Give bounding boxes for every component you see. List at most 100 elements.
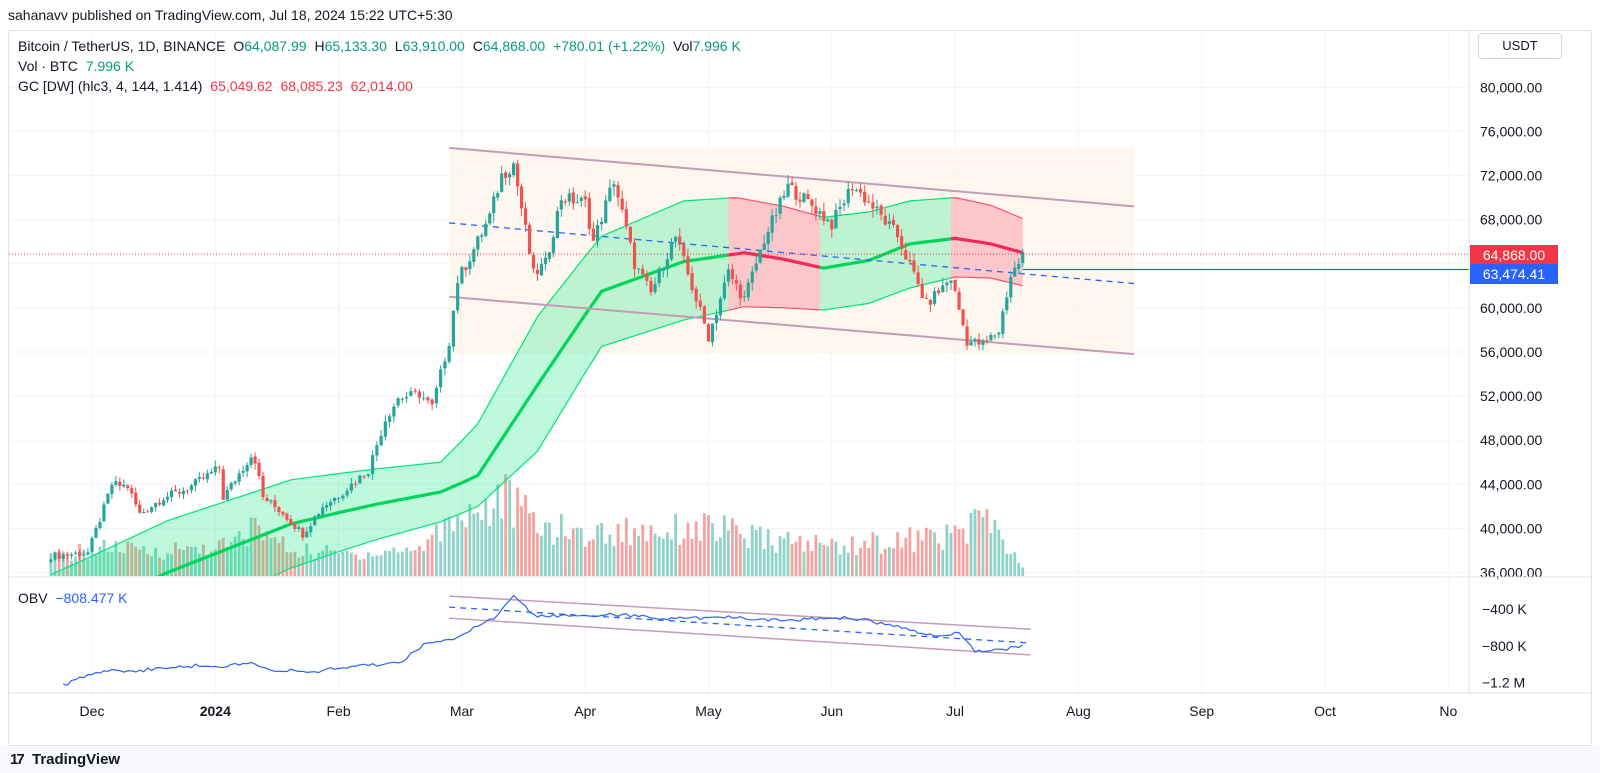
- candle-body: [114, 481, 118, 485]
- volume-bar: [846, 552, 850, 576]
- volume-bar: [657, 536, 661, 576]
- volume-bar: [126, 541, 130, 576]
- candle-body: [69, 554, 74, 556]
- candle-body: [413, 390, 417, 392]
- volume-bar: [674, 513, 678, 576]
- open-value: 64,087.99: [244, 38, 307, 54]
- volume-bar: [209, 551, 213, 576]
- candle-body: [333, 498, 337, 502]
- volume-bar: [358, 559, 362, 576]
- candle-body: [358, 475, 362, 484]
- gc-legend-label: GC [DW] (hlc3, 4, 144, 1.414): [18, 78, 203, 94]
- volume-bar: [544, 522, 547, 576]
- volume-bar: [488, 525, 492, 576]
- candle-body: [941, 285, 945, 293]
- candle-body: [161, 500, 166, 506]
- gc-upper-edge: [50, 197, 729, 576]
- candle-body: [628, 226, 633, 243]
- volume-bar: [65, 552, 69, 576]
- candle-body: [924, 298, 928, 300]
- candle-body: [702, 306, 706, 324]
- candle-body: [674, 236, 678, 242]
- volume-bar: [122, 553, 126, 576]
- candle-body: [451, 310, 455, 347]
- volume-bar: [366, 552, 370, 576]
- candle-body: [742, 296, 746, 298]
- candle-body: [750, 271, 754, 283]
- candle-body: [464, 267, 468, 271]
- volume-bar: [682, 538, 686, 576]
- currency-unit-button[interactable]: USDT: [1478, 33, 1562, 59]
- volume-bar: [908, 527, 912, 576]
- candle-body: [265, 497, 269, 502]
- volume-bar: [993, 519, 997, 576]
- candle-body: [337, 498, 341, 500]
- candle-body: [185, 490, 190, 492]
- candle-body: [78, 552, 82, 556]
- candle-body: [657, 268, 661, 284]
- candle-body: [1013, 267, 1017, 277]
- candle-body: [146, 511, 150, 513]
- tradingview-logo[interactable]: 17 TradingView: [10, 751, 120, 768]
- volume-bar: [532, 512, 535, 576]
- volume-bar: [413, 550, 417, 576]
- volume-bar: [758, 526, 762, 576]
- price-tick-label: 40,000.00: [1480, 520, 1542, 536]
- candle-body: [694, 288, 698, 302]
- candle-body: [762, 243, 766, 251]
- volume-bar: [540, 535, 543, 576]
- candle-body: [937, 290, 941, 293]
- candle-body: [535, 269, 540, 274]
- candle-body: [774, 215, 778, 217]
- candle-body: [632, 242, 637, 270]
- volume-bar: [345, 550, 349, 576]
- candle-body: [531, 255, 536, 269]
- candle-body: [850, 188, 854, 191]
- candle-body: [551, 237, 555, 253]
- volume-bar: [920, 540, 924, 576]
- candle-body: [345, 490, 349, 496]
- footer-bar: 17 TradingView: [0, 746, 1600, 773]
- time-tick-label: 2024: [200, 703, 231, 719]
- candle-body: [430, 399, 434, 405]
- volume-bar: [850, 536, 854, 576]
- volume-bar: [818, 542, 822, 576]
- volume-bar: [409, 551, 413, 576]
- volume-bar: [698, 540, 702, 576]
- volume-bar: [726, 530, 730, 576]
- time-tick-label: Jun: [821, 703, 844, 719]
- candle-body: [985, 340, 989, 342]
- volume-bar: [912, 552, 916, 576]
- volume-bar: [806, 540, 810, 576]
- candle-body: [325, 505, 329, 508]
- volume-bar: [957, 529, 961, 576]
- gc-value-lower: 62,014.00: [350, 78, 413, 94]
- price-lines: [9, 253, 1469, 271]
- candle-body: [217, 467, 221, 469]
- volume-bar: [430, 534, 434, 576]
- candle-body: [362, 476, 366, 478]
- candle-body: [269, 500, 273, 502]
- candle-body: [57, 552, 61, 559]
- candle-body: [645, 273, 649, 281]
- close-value: 64,868.00: [482, 38, 546, 54]
- volume-bar: [528, 513, 531, 576]
- candle-body: [273, 500, 277, 507]
- volume-bar: [1021, 567, 1025, 576]
- volume-bar: [1013, 552, 1017, 576]
- volume-bar: [472, 513, 476, 576]
- volume-bar: [146, 553, 150, 576]
- vol-key: Vol: [673, 38, 693, 54]
- volume-bar: [341, 551, 345, 576]
- volume-bar: [887, 546, 891, 576]
- price-tick-label: 44,000.00: [1480, 476, 1542, 492]
- volume-bar: [61, 551, 65, 576]
- volume-bar: [637, 535, 641, 576]
- volume-bar: [1001, 539, 1005, 576]
- volume-bar: [945, 524, 949, 576]
- candle-body: [600, 221, 604, 225]
- candle-body: [488, 213, 492, 224]
- price-tick-label: 48,000.00: [1480, 432, 1542, 448]
- candles: [49, 159, 1025, 564]
